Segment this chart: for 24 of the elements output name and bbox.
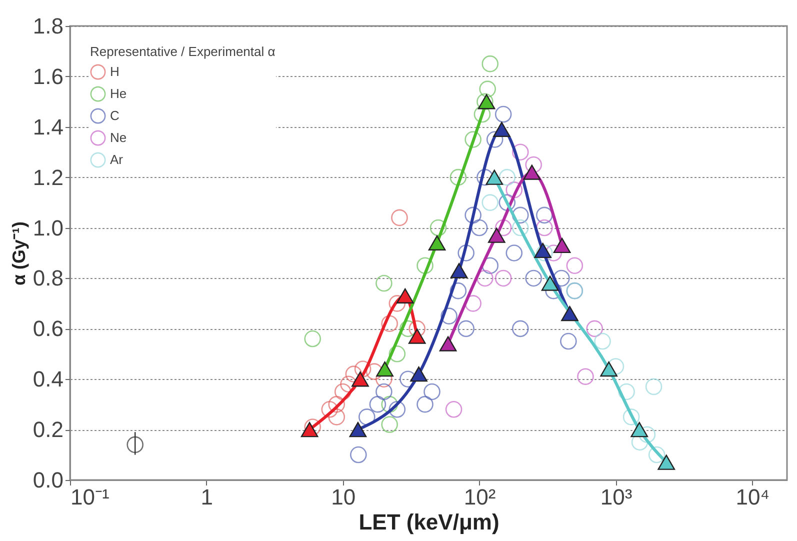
x-tick-label: 10⁴ xyxy=(736,484,770,510)
x-tick-label: 10 xyxy=(331,484,356,510)
legend-label: Ne xyxy=(110,130,127,145)
y-tick-label: 1.0 xyxy=(32,215,64,240)
y-tick-label: 0.2 xyxy=(32,417,64,442)
y-tick-label: 0.8 xyxy=(32,266,64,291)
legend-label: Ar xyxy=(110,152,124,167)
y-tick-label: 1.8 xyxy=(32,14,64,38)
legend-label: He xyxy=(110,86,127,101)
y-tick-label: 0.6 xyxy=(32,316,64,342)
y-tick-label: 1.2 xyxy=(32,164,64,190)
x-tick-label: 1 xyxy=(200,484,214,510)
x-tick-label: 10³ xyxy=(600,484,632,510)
legend-label: C xyxy=(110,108,120,123)
y-tick-label: 0.0 xyxy=(32,468,64,492)
legend-title: Representative / Experimental α xyxy=(90,44,276,59)
y-axis-title: α (Gy⁻¹) xyxy=(8,221,29,286)
y-tick-label: 1.6 xyxy=(32,64,64,89)
x-tick-label: 10⁻¹ xyxy=(70,484,110,510)
x-tick-label: 10² xyxy=(464,484,496,510)
x-axis-title: LET (keV/μm) xyxy=(358,510,500,534)
y-tick-label: 1.4 xyxy=(32,114,64,140)
legend-label: H xyxy=(110,64,120,79)
y-tick-label: 0.4 xyxy=(32,366,64,392)
